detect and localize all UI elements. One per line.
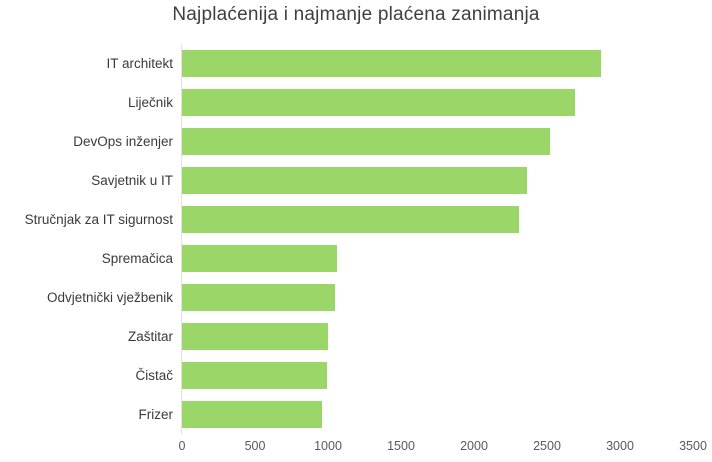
bar-row: Liječnik bbox=[0, 83, 693, 122]
bar-track bbox=[182, 161, 693, 200]
category-label: Liječnik bbox=[127, 95, 173, 110]
x-tick-label: 3500 bbox=[679, 439, 707, 453]
bar bbox=[182, 323, 328, 350]
bar bbox=[182, 167, 527, 194]
bar-row: Stručnjak za IT sigurnost bbox=[0, 200, 693, 239]
bar-track bbox=[182, 83, 693, 122]
bar-row: Odvjetnički vježbenik bbox=[0, 278, 693, 317]
x-axis: 0 500 1000 1500 2000 2500 3000 3500 bbox=[178, 439, 707, 457]
bar-rows: IT architekt Liječnik DevOps inženjer Savje… bbox=[0, 44, 693, 434]
bar-row: Zaštitar bbox=[0, 317, 693, 356]
x-tick-label: 1500 bbox=[387, 439, 415, 453]
x-tick-label: 0 bbox=[178, 439, 186, 453]
category-label: Spremačica bbox=[101, 251, 173, 266]
x-tick-label: 1000 bbox=[314, 439, 342, 453]
bar-track bbox=[182, 122, 693, 161]
bar-track bbox=[182, 44, 693, 83]
category-label: Zaštitar bbox=[127, 329, 173, 344]
bar bbox=[182, 89, 575, 116]
bar bbox=[182, 362, 327, 389]
bar-track bbox=[182, 278, 693, 317]
x-tick-label: 2000 bbox=[460, 439, 488, 453]
chart-title: Najplaćenija i najmanje plaćena zanimanj… bbox=[172, 4, 540, 25]
bar bbox=[182, 245, 337, 272]
category-label: Savjetnik u IT bbox=[91, 173, 173, 188]
bar bbox=[182, 206, 520, 233]
bar-track bbox=[182, 239, 693, 278]
category-label: DevOps inženjer bbox=[73, 134, 173, 149]
bar bbox=[182, 128, 550, 155]
bar-track bbox=[182, 356, 693, 395]
category-label: Odvjetnički vježbenik bbox=[46, 290, 173, 305]
bar-row: Spremačica bbox=[0, 239, 693, 278]
category-label: IT architekt bbox=[106, 56, 173, 71]
x-tick-label: 3000 bbox=[606, 439, 634, 453]
bar-track bbox=[182, 395, 693, 434]
bar-row: DevOps inženjer bbox=[0, 122, 693, 161]
bar bbox=[182, 401, 323, 428]
bar bbox=[182, 50, 602, 77]
bar-row: Savjetnik u IT bbox=[0, 161, 693, 200]
category-label: Frizer bbox=[138, 407, 174, 422]
bar-track bbox=[182, 200, 693, 239]
category-label: Čistač bbox=[135, 368, 173, 383]
x-tick-label: 500 bbox=[244, 439, 266, 453]
x-tick-label: 2500 bbox=[533, 439, 561, 453]
bar-row: Čistač bbox=[0, 356, 693, 395]
y-axis-line bbox=[181, 44, 182, 434]
category-label: Stručnjak za IT sigurnost bbox=[24, 212, 173, 227]
bar-row: IT architekt bbox=[0, 44, 693, 83]
bar-track bbox=[182, 317, 693, 356]
bar bbox=[182, 284, 336, 311]
bar-row: Frizer bbox=[0, 395, 693, 434]
